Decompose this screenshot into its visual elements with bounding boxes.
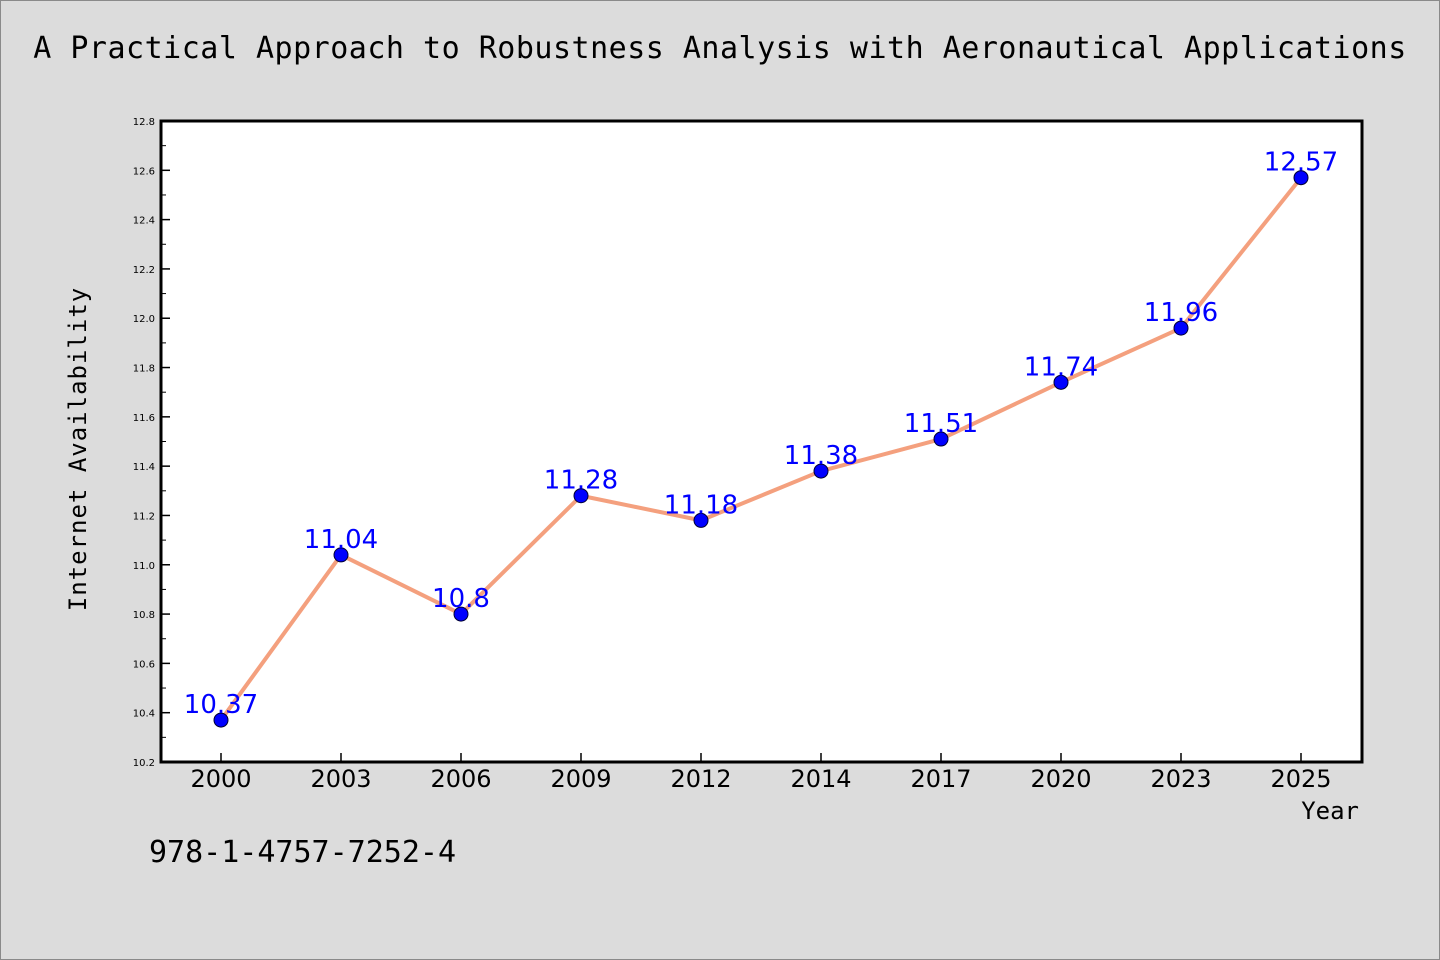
- y-tick-label: 11.6: [133, 413, 155, 424]
- data-point: [1053, 374, 1069, 390]
- data-label: 11.04: [304, 525, 378, 555]
- data-label: 11.74: [1024, 352, 1098, 382]
- x-tick-label: 2009: [550, 765, 611, 793]
- y-tick-label: 12.2: [133, 265, 155, 276]
- y-tick-label: 10.2: [133, 758, 155, 769]
- y-tick-label: 12.4: [133, 216, 155, 227]
- y-axis: 10.2 10.4 10.6 10.8 11.0 11.2 11.4 11.6 11.8 12.0…: [133, 117, 170, 769]
- data-point: [573, 488, 589, 504]
- data-point: [1293, 170, 1309, 186]
- x-tick-label: 2000: [190, 765, 251, 793]
- x-tick-label: 2017: [910, 765, 971, 793]
- data-label: 10.37: [184, 690, 258, 720]
- data-label: 11.96: [1144, 298, 1218, 328]
- data-point: [333, 547, 349, 563]
- x-axis: 2000 2003 2006 2009 2012 2014 2017 2020 2023 2025: [190, 753, 1332, 793]
- series-line-group: [219, 175, 1303, 723]
- data-point: [213, 712, 229, 728]
- data-point: [933, 431, 949, 447]
- x-tick-label: 2006: [430, 765, 491, 793]
- y-tick-label: 10.8: [133, 610, 155, 621]
- data-point: [1173, 320, 1189, 336]
- data-label: 11.18: [664, 490, 738, 520]
- x-tick-label: 2014: [790, 765, 851, 793]
- y-tick-label: 11.8: [133, 364, 155, 375]
- y-tick-label: 12.0: [133, 314, 155, 325]
- data-point: [813, 463, 829, 479]
- data-label: 12.57: [1264, 148, 1338, 178]
- x-tick-label: 2025: [1270, 765, 1331, 793]
- x-tick-label: 2023: [1150, 765, 1211, 793]
- series-line: [219, 175, 1303, 723]
- plot-frame: [159, 119, 1364, 764]
- y-tick-label: 11.4: [133, 462, 155, 473]
- y-tick-label: 11.2: [133, 511, 155, 522]
- x-tick-label: 2003: [310, 765, 371, 793]
- marker-group: [213, 170, 1309, 728]
- y-tick-label: 10.4: [133, 709, 155, 720]
- y-tick-label: 12.8: [133, 117, 155, 128]
- data-label: 11.38: [784, 441, 858, 471]
- y-tick-label: 10.6: [133, 659, 155, 670]
- chart-title: A Practical Approach to Robustness Analy…: [33, 31, 1407, 66]
- x-tick-label: 2012: [670, 765, 731, 793]
- y-tick-label: 11.0: [133, 561, 155, 572]
- x-axis-label: Year: [1301, 797, 1359, 825]
- data-label-group: 10.37 11.04 10.8 11.28 11.18 11.38 11.51 11.74 1…: [184, 148, 1338, 720]
- data-label: 11.28: [544, 466, 618, 496]
- data-point: [453, 606, 469, 622]
- y-tick-label: 12.6: [133, 166, 155, 177]
- x-tick-label: 2020: [1030, 765, 1091, 793]
- data-label: 11.51: [904, 409, 978, 439]
- data-label: 10.8: [432, 584, 490, 614]
- data-point: [693, 512, 709, 528]
- isbn-footnote: 978-1-4757-7252-4: [149, 835, 457, 870]
